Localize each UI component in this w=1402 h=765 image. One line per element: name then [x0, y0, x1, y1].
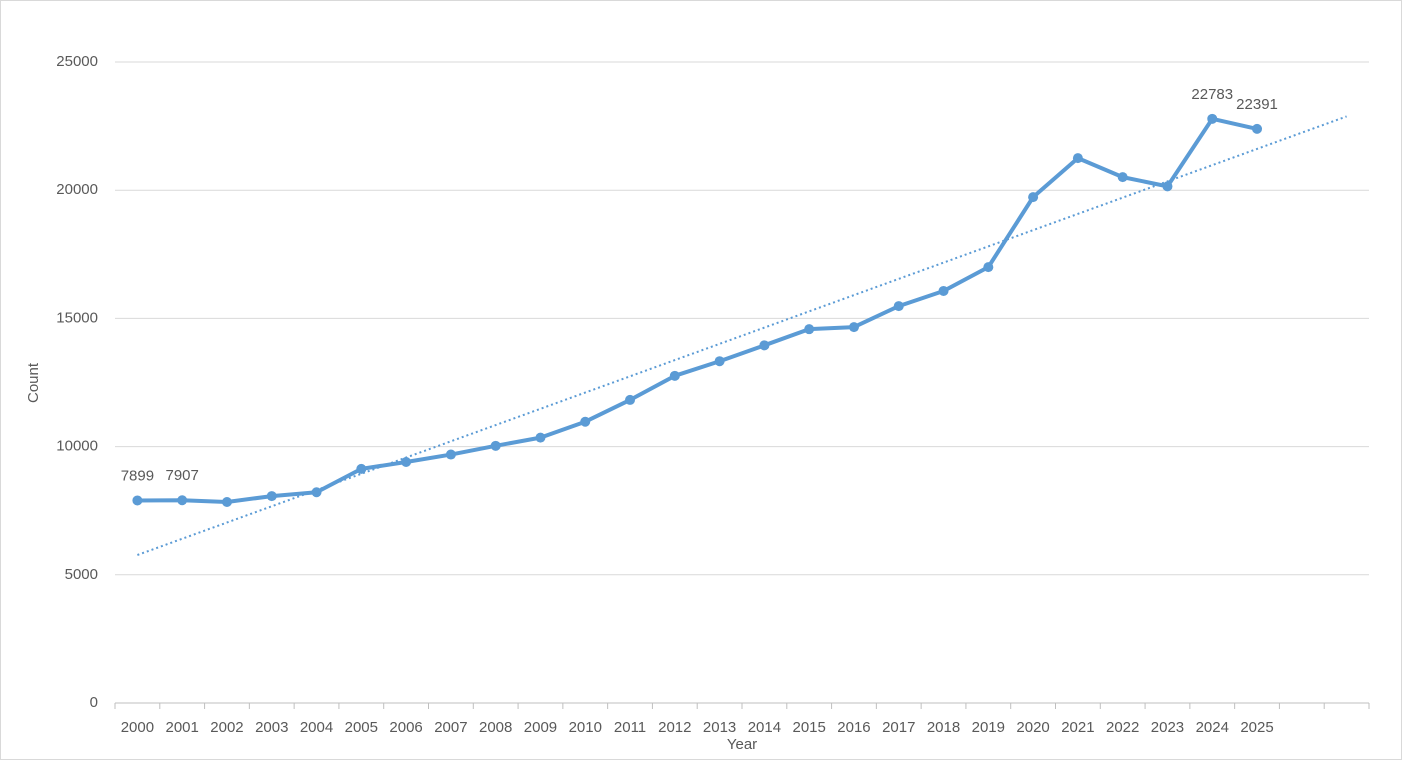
data-label: 22783 [1191, 86, 1233, 103]
x-tick-label: 2025 [1240, 719, 1273, 736]
marker [714, 356, 725, 367]
y-tick-label: 5000 [65, 566, 98, 583]
marker [580, 416, 591, 427]
x-tick-label: 2020 [1016, 719, 1049, 736]
marker [221, 496, 232, 507]
x-tick-label: 2015 [792, 719, 825, 736]
marker [669, 370, 680, 381]
marker [848, 322, 859, 333]
marker [1207, 113, 1218, 124]
marker [1252, 123, 1263, 134]
x-tick-label: 2000 [121, 719, 154, 736]
marker [759, 340, 770, 351]
x-tick-label: 2003 [255, 719, 288, 736]
x-tick-label: 2009 [524, 719, 557, 736]
x-tick-label: 2008 [479, 719, 512, 736]
marker [625, 394, 636, 405]
line [137, 116, 1258, 504]
x-tick-label: 2013 [703, 719, 736, 736]
x-tick-label: 2005 [345, 719, 378, 736]
x-tick-label: 2014 [748, 719, 781, 736]
x-tick-label: 2001 [165, 719, 198, 736]
marker [356, 463, 367, 474]
marker [490, 440, 501, 451]
x-tick-label: 2006 [389, 719, 422, 736]
x-tick-label: 2019 [972, 719, 1005, 736]
x-tick-label: 2021 [1061, 719, 1094, 736]
x-tick-label: 2017 [882, 719, 915, 736]
marker [1028, 192, 1039, 203]
marker [132, 495, 143, 506]
x-tick-label: 2012 [658, 719, 691, 736]
x-tick-label: 2023 [1151, 719, 1184, 736]
marker [445, 449, 456, 460]
y-axis-label: Count [25, 362, 42, 403]
y-tick-label: 10000 [56, 438, 98, 455]
marker [266, 491, 277, 502]
x-tick-label: 2016 [837, 719, 870, 736]
marker [983, 262, 994, 273]
marker [177, 495, 188, 506]
y-tick-label: 25000 [56, 53, 98, 70]
x-tick-label: 2002 [210, 719, 243, 736]
x-tick-label: 2018 [927, 719, 960, 736]
marker [535, 432, 546, 443]
y-tick-label: 0 [90, 694, 98, 711]
marker [893, 301, 904, 312]
data-label: 7899 [121, 467, 154, 484]
trendline [137, 115, 1347, 556]
x-axis-label: Year [727, 736, 757, 753]
marker [1072, 153, 1083, 164]
marker [938, 285, 949, 296]
data-label: 22391 [1236, 96, 1278, 113]
y-tick-label: 15000 [56, 309, 98, 326]
x-tick-label: 2024 [1196, 719, 1229, 736]
marker [1162, 181, 1173, 192]
y-tick-label: 20000 [56, 181, 98, 198]
x-tick-label: 2022 [1106, 719, 1139, 736]
marker [311, 487, 322, 498]
x-tick-label: 2004 [300, 719, 333, 736]
marker [1117, 172, 1128, 183]
marker [401, 456, 412, 467]
x-tick-label: 2011 [614, 719, 646, 736]
x-tick-label: 2010 [569, 719, 602, 736]
x-tick-label: 2007 [434, 719, 467, 736]
marker [804, 324, 815, 335]
data-label: 7907 [165, 467, 198, 484]
